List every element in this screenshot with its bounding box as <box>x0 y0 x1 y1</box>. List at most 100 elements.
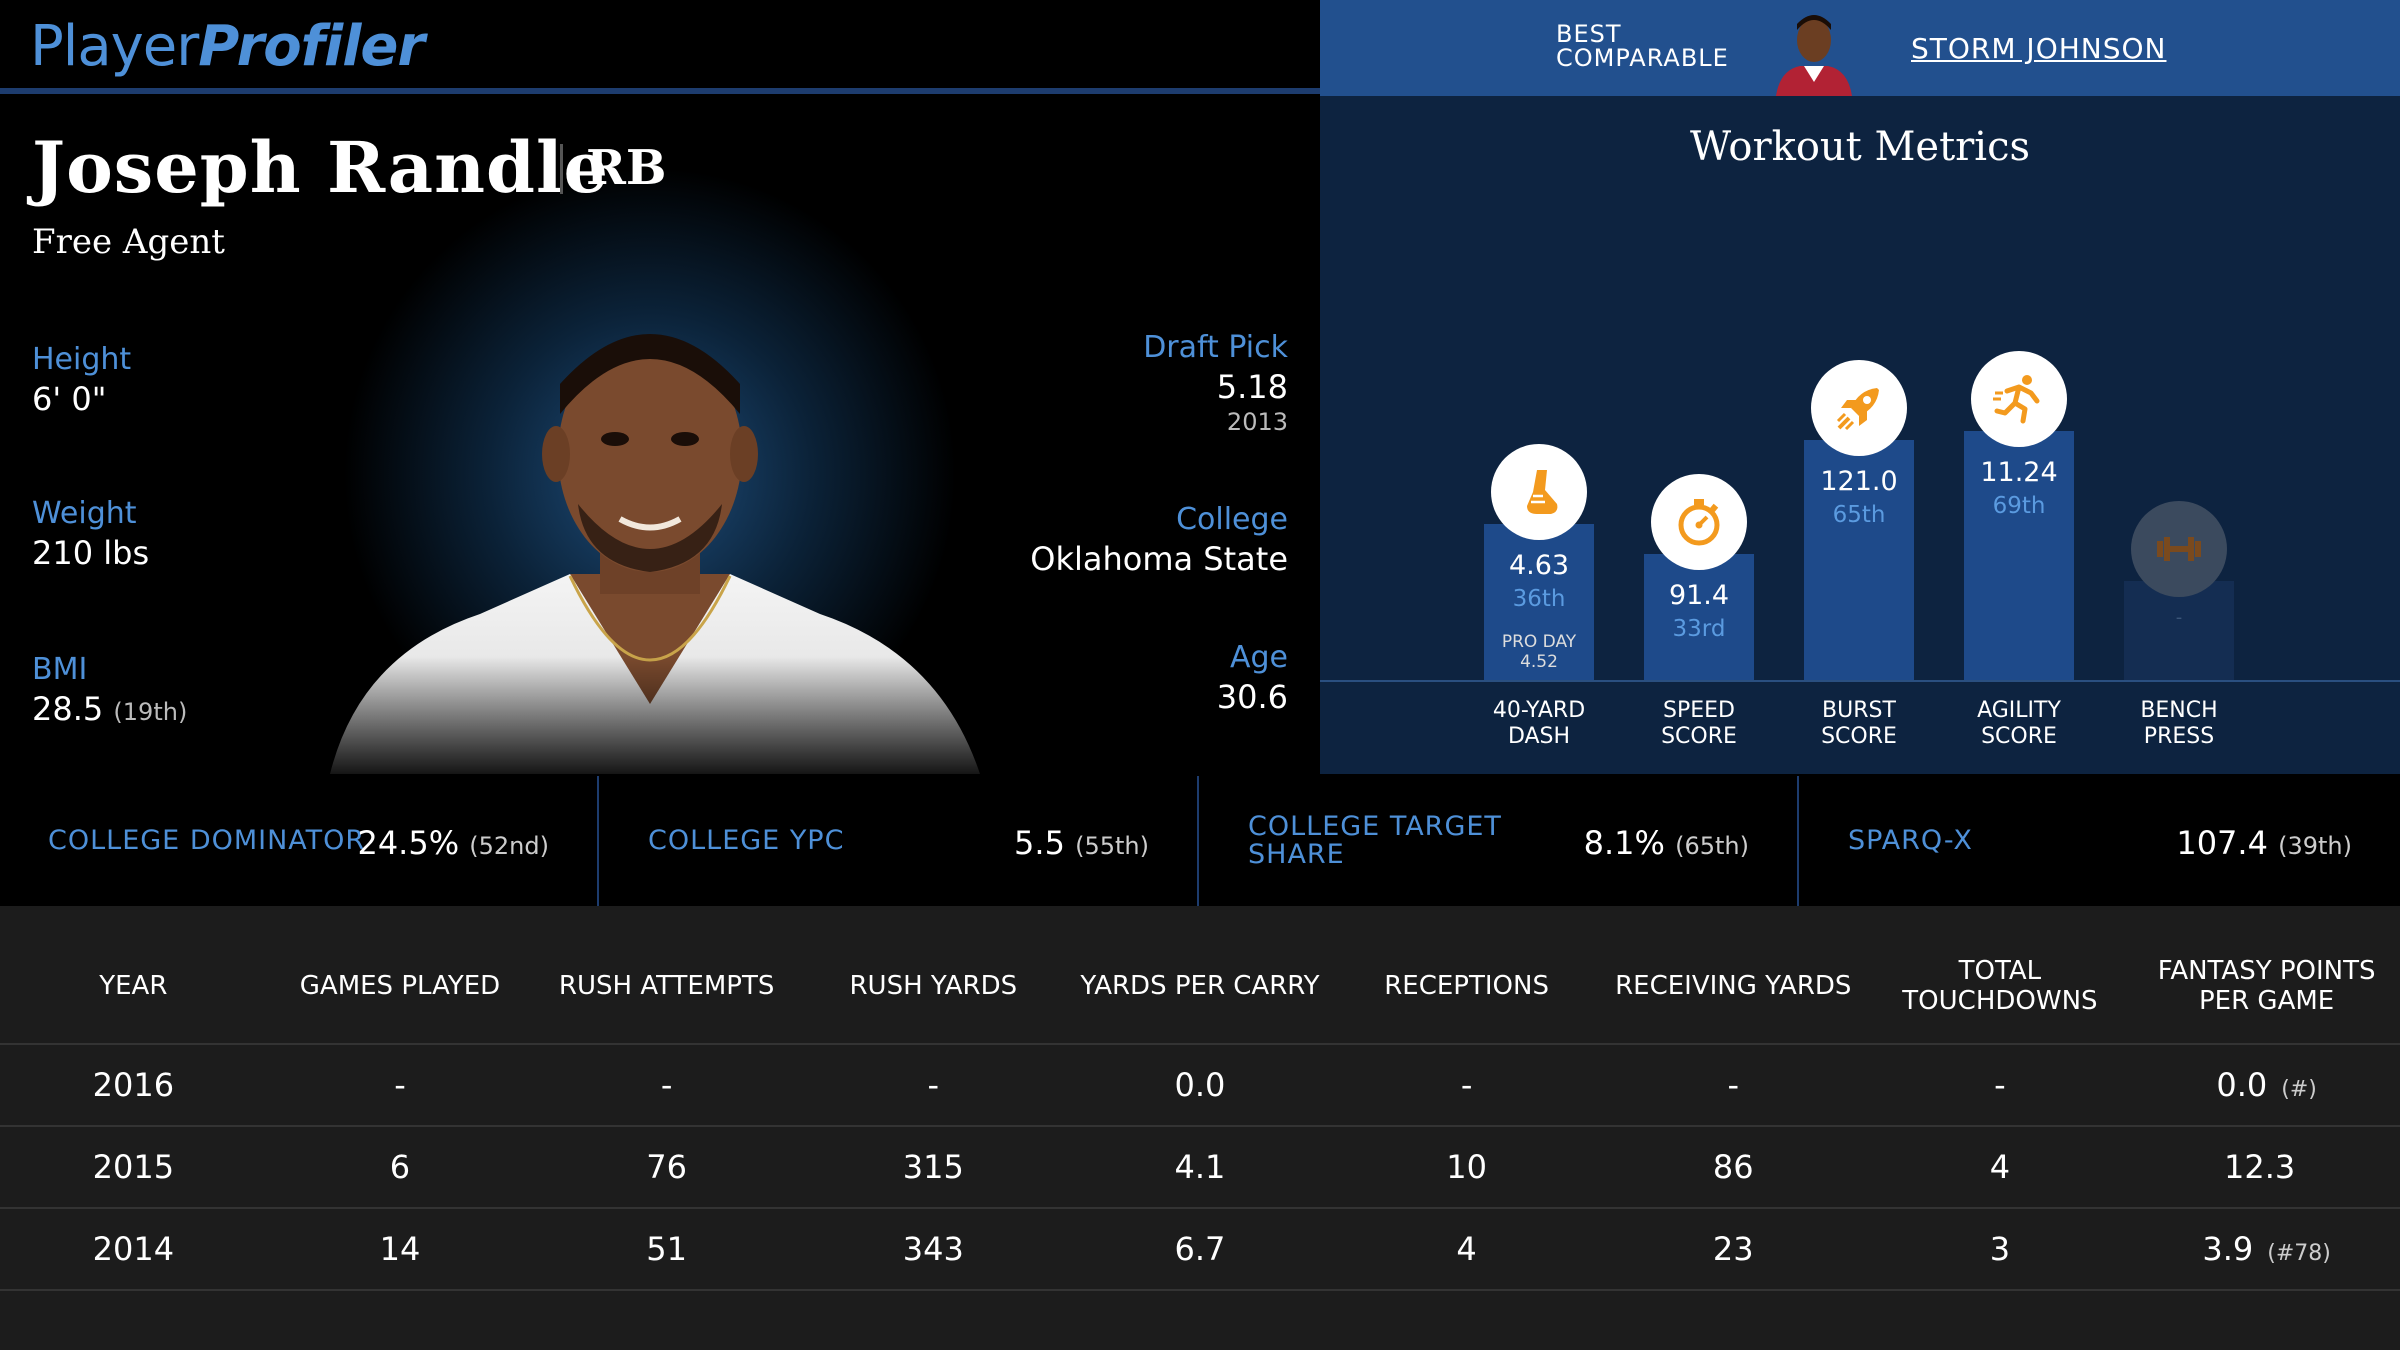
workout-bar-speed-score: 91.4 33rd <box>1644 554 1754 680</box>
running-man-icon <box>1971 351 2067 447</box>
metric-label-line1: COLLEGE TARGET <box>1248 811 1502 842</box>
table-cell: 6 <box>266 1126 534 1209</box>
site-header: PlayerProfiler <box>0 0 1320 88</box>
metric-rank: (39th) <box>2278 832 2352 860</box>
workout-value: 11.24 <box>1980 457 2058 488</box>
workout-metrics-title: Workout Metrics <box>1689 124 2031 170</box>
col-header-yards-per-carry: YARDS PER CARRY <box>1066 928 1334 1045</box>
col-header-year: YEAR <box>0 928 267 1045</box>
workout-label-speed-score: SPEED SCORE <box>1619 698 1779 750</box>
playerprofiler-logo[interactable]: PlayerProfiler <box>30 14 425 79</box>
workout-label-line2: SCORE <box>1821 724 1897 749</box>
age-value: 30.6 <box>1216 678 1288 716</box>
fantasy-rank: (#78) <box>2267 1241 2331 1266</box>
col-header-fantasy-points-per-game: FANTASY POINTS PER GAME <box>2133 928 2400 1045</box>
weight-value: 210 lbs <box>32 534 150 572</box>
workout-label-line1: SPEED <box>1663 698 1735 723</box>
table-cell: 51 <box>533 1208 800 1291</box>
workout-percentile: 69th <box>1992 493 2046 519</box>
table-cell: 315 <box>799 1126 1067 1209</box>
table-cell: - <box>1599 1044 1867 1127</box>
table-cell: 2015 <box>0 1126 267 1209</box>
table-cell: - <box>799 1044 1067 1127</box>
metric-label: COLLEGE DOMINATOR <box>48 827 365 855</box>
best-comparable-label-line1: BEST <box>1556 20 1622 48</box>
workout-label-line2: SCORE <box>1661 724 1737 749</box>
workout-value: - <box>2175 607 2183 628</box>
metric-label-line1: SPARQ-X <box>1848 825 1973 856</box>
table-header-row: YEAR GAMES PLAYED RUSH ATTEMPTS RUSH YAR… <box>0 928 2400 1045</box>
col-header-rush-attempts: RUSH ATTEMPTS <box>533 928 800 1045</box>
draft-year: 2013 <box>1226 408 1288 436</box>
table-cell: 3 <box>1866 1208 2134 1291</box>
metric-value: 107.4 (39th) <box>2176 824 2352 862</box>
age-label: Age <box>1229 640 1288 675</box>
fantasy-points: 12.3 <box>2224 1148 2296 1186</box>
table-cell: 12.3 <box>2133 1126 2400 1209</box>
table-row: 2016 - - - 0.0 - - - 0.0 (#) <box>0 1044 2400 1127</box>
metric-value: 8.1% (65th) <box>1584 824 1749 862</box>
header-divider <box>0 88 1320 94</box>
metric-sparq-x: SPARQ-X 107.4 (39th) <box>1800 776 2400 906</box>
fantasy-points: 0.0 <box>2216 1066 2268 1104</box>
workout-label-line1: BENCH <box>2140 698 2218 723</box>
metric-label-line1: COLLEGE DOMINATOR <box>48 825 366 856</box>
table-cell: 4 <box>1866 1126 2134 1209</box>
season-stats-section: YEAR GAMES PLAYED RUSH ATTEMPTS RUSH YAR… <box>0 906 2400 1350</box>
table-cell: 10 <box>1333 1126 1600 1209</box>
table-cell: 3.9 (#78) <box>2133 1208 2400 1291</box>
workout-label-bench-press: BENCH PRESS <box>2099 698 2259 750</box>
metric-label: SPARQ-X <box>1848 827 1973 855</box>
workout-label-line1: AGILITY <box>1977 698 2061 723</box>
pro-day-label: PRO DAY <box>1501 632 1577 652</box>
dumbbell-icon <box>2131 501 2227 597</box>
metric-value: 5.5 (55th) <box>1014 824 1149 862</box>
metric-number: 107.4 <box>2176 824 2268 862</box>
workout-label-line1: BURST <box>1822 698 1896 723</box>
table-cell: 2014 <box>0 1208 267 1291</box>
table-cell: 14 <box>266 1208 534 1291</box>
player-name: Joseph Randle <box>32 126 610 209</box>
col-header-receptions: RECEPTIONS <box>1333 928 1600 1045</box>
bmi-rank: (19th) <box>113 698 188 726</box>
workout-bar-40-yard-dash: 4.63 36th PRO DAY 4.52 <box>1484 524 1594 680</box>
player-profile-panel: Joseph Randle RB Free Agent Height 6' 0 <box>0 94 1320 774</box>
workout-metrics-panel: Workout Metrics 4.63 36th PRO DAY 4.52 91… <box>1320 96 2400 774</box>
bmi-number: 28.5 <box>32 690 104 728</box>
fantasy-points: 3.9 <box>2202 1230 2254 1268</box>
metric-number: 24.5% <box>357 824 460 862</box>
workout-label-line1: 40-YARD <box>1492 698 1586 723</box>
table-cell: 4 <box>1333 1208 1600 1291</box>
table-cell: - <box>1866 1044 2134 1127</box>
workout-percentile: 36th <box>1512 586 1566 612</box>
weight-label: Weight <box>32 496 137 531</box>
workout-percentile: 65th <box>1832 502 1886 528</box>
table-cell: 4.1 <box>1066 1126 1334 1209</box>
table-row: 2015 6 76 315 4.1 10 86 4 12.3 <box>0 1126 2400 1209</box>
workout-label-40-yard-dash: 40-YARD DASH <box>1459 698 1619 750</box>
pro-day-note: PRO DAY 4.52 <box>1484 632 1594 672</box>
metric-number: 8.1% <box>1583 824 1665 862</box>
metric-rank: (52nd) <box>469 832 549 860</box>
height-label: Height <box>32 342 132 377</box>
metric-value: 24.5% (52nd) <box>357 824 549 862</box>
draft-pick-label: Draft Pick <box>1143 330 1288 365</box>
metric-rank: (65th) <box>1675 832 1749 860</box>
fantasy-rank: (#) <box>2281 1077 2317 1102</box>
workout-value: 121.0 <box>1820 466 1898 497</box>
best-comparable-link[interactable]: STORM JOHNSON <box>1911 32 2167 65</box>
table-cell: - <box>266 1044 534 1127</box>
best-comparable-label: BEST COMPARABLE <box>1556 22 1756 70</box>
table-cell: 343 <box>799 1208 1067 1291</box>
workout-label-agility-score: AGILITY SCORE <box>1939 698 2099 750</box>
metric-rank: (55th) <box>1075 832 1149 860</box>
player-photo <box>320 304 1000 774</box>
table-cell: 2016 <box>0 1044 267 1127</box>
col-header-games-played: GAMES PLAYED <box>266 928 534 1045</box>
workout-bar-agility-score: 11.24 69th <box>1964 431 2074 680</box>
metric-label: COLLEGE YPC <box>648 827 844 855</box>
col-header-receiving-yards: RECEIVING YARDS <box>1599 928 1867 1045</box>
college-value: Oklahoma State <box>1030 540 1288 578</box>
player-position: RB <box>586 140 667 196</box>
table-row: 2014 14 51 343 6.7 4 23 3 3.9 (#78) <box>0 1208 2400 1291</box>
